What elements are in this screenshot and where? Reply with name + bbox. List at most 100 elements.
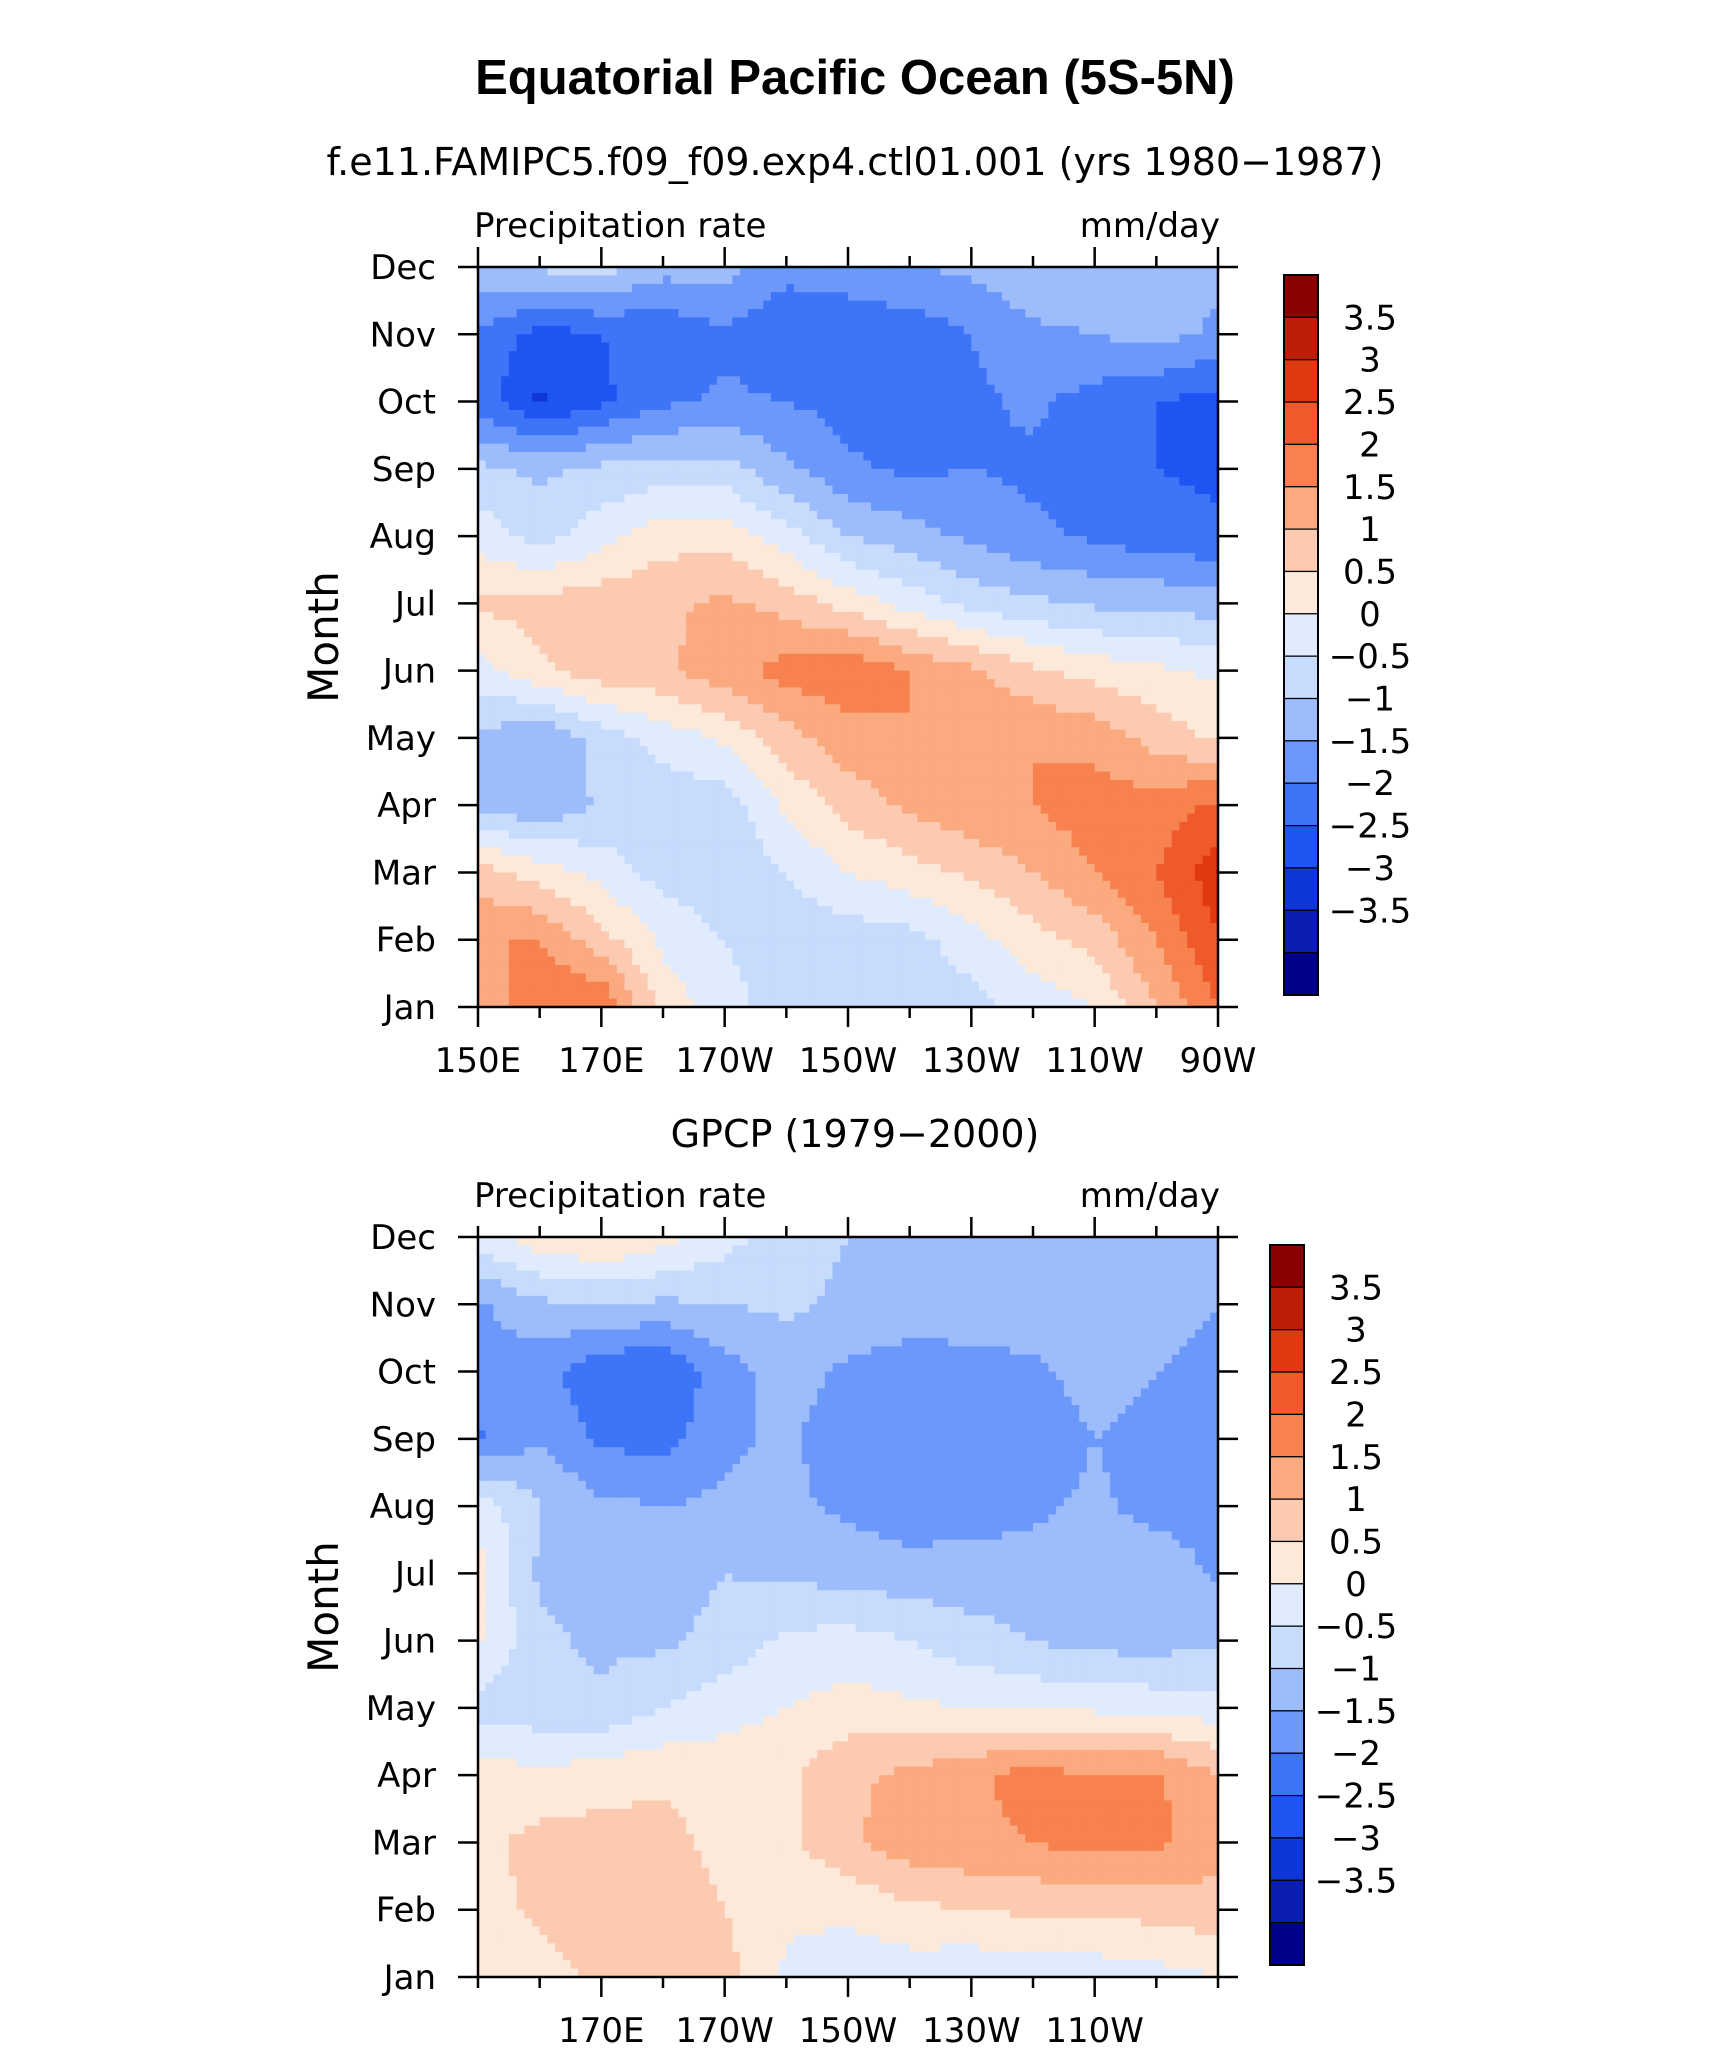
contour-cell	[832, 351, 841, 361]
contour-cell	[886, 325, 895, 335]
contour-cell	[855, 292, 865, 302]
contour-cell	[624, 510, 633, 520]
contour-cell	[639, 578, 649, 588]
contour-cell	[716, 452, 726, 462]
contour-cell	[1156, 351, 1165, 361]
contour-cell	[1133, 334, 1142, 344]
contour-cell	[1164, 452, 1173, 462]
contour-cell	[524, 309, 533, 319]
contour-cell	[593, 283, 602, 293]
contour-cell	[501, 527, 510, 537]
contour-cell	[1009, 611, 1019, 621]
contour-cell	[1079, 351, 1088, 361]
contour-cell	[1148, 443, 1157, 453]
contour-cell	[1025, 275, 1034, 285]
contour-cell	[678, 662, 687, 672]
contour-cell	[955, 519, 965, 529]
contour-cell	[616, 637, 626, 647]
contour-cell	[1079, 594, 1088, 604]
contour-cell	[585, 552, 595, 562]
contour-cell	[1187, 435, 1196, 445]
contour-cell	[539, 620, 548, 630]
contour-cell	[655, 460, 664, 470]
contour-cell	[593, 679, 602, 689]
contour-cell	[878, 494, 888, 504]
contour-cell	[547, 552, 556, 562]
contour-cell	[501, 687, 510, 697]
contour-cell	[832, 342, 841, 352]
contour-cell	[508, 620, 518, 630]
contour-cell	[1025, 687, 1034, 697]
contour-cell	[1086, 628, 1096, 638]
contour-cell	[693, 426, 703, 436]
contour-cell	[1164, 351, 1173, 361]
contour-cell	[493, 443, 502, 453]
contour-cell	[1056, 267, 1065, 277]
contour-cell	[1017, 695, 1026, 705]
contour-cell	[809, 536, 818, 546]
contour-cell	[632, 267, 641, 277]
contour-cell	[848, 695, 857, 705]
contour-cell	[994, 687, 1003, 697]
contour-cell	[848, 611, 857, 621]
contour-cell	[817, 494, 826, 504]
contour-cell	[994, 485, 1003, 495]
contour-cell	[901, 662, 911, 672]
contour-cell	[794, 468, 803, 478]
contour-cell	[1071, 401, 1080, 411]
contour-cell	[963, 628, 972, 638]
contour-cell	[832, 292, 841, 302]
contour-cell	[724, 653, 733, 663]
contour-cell	[817, 367, 826, 377]
contour-cell	[794, 367, 803, 377]
contour-cell	[1110, 292, 1119, 302]
contour-cell	[740, 409, 749, 419]
contour-cell	[1009, 468, 1019, 478]
contour-cell	[894, 334, 903, 344]
contour-cell	[901, 292, 911, 302]
contour-cell	[593, 561, 602, 571]
contour-cell	[670, 359, 680, 369]
contour-cell	[824, 502, 834, 512]
contour-cell	[925, 376, 934, 386]
contour-cell	[1079, 393, 1088, 403]
contour-cell	[647, 679, 656, 689]
contour-cell	[1125, 300, 1134, 310]
contour-cell	[632, 384, 641, 394]
contour-cell	[678, 325, 687, 335]
contour-cell	[555, 317, 564, 327]
contour-cell	[1110, 502, 1119, 512]
contour-cell	[1102, 552, 1111, 562]
contour-cell	[562, 477, 572, 487]
contour-cell	[786, 367, 795, 377]
contour-cell	[925, 267, 934, 277]
contour-cell	[955, 309, 965, 319]
contour-cell	[562, 292, 572, 302]
contour-cell	[894, 275, 903, 285]
contour-cell	[932, 578, 942, 588]
contour-cell	[485, 637, 495, 647]
contour-cell	[578, 536, 587, 546]
contour-cell	[632, 561, 641, 571]
contour-cell	[755, 510, 764, 520]
contour-cell	[1202, 409, 1211, 419]
contour-cell	[609, 670, 618, 680]
contour-cell	[817, 586, 826, 596]
contour-cell	[516, 393, 525, 403]
contour-cell	[732, 443, 741, 453]
contour-cell	[809, 670, 818, 680]
contour-cell	[801, 300, 811, 310]
contour-cell	[917, 325, 926, 335]
contour-cell	[1133, 578, 1142, 588]
contour-cell	[955, 275, 965, 285]
contour-cell	[1063, 351, 1073, 361]
contour-cell	[786, 468, 795, 478]
contour-cell	[1017, 267, 1026, 277]
contour-cell	[886, 300, 895, 310]
contour-cell	[508, 586, 518, 596]
contour-cell	[686, 367, 695, 377]
contour-cell	[570, 645, 579, 655]
contour-cell	[925, 275, 934, 285]
contour-cell	[932, 409, 942, 419]
contour-cell	[840, 561, 849, 571]
